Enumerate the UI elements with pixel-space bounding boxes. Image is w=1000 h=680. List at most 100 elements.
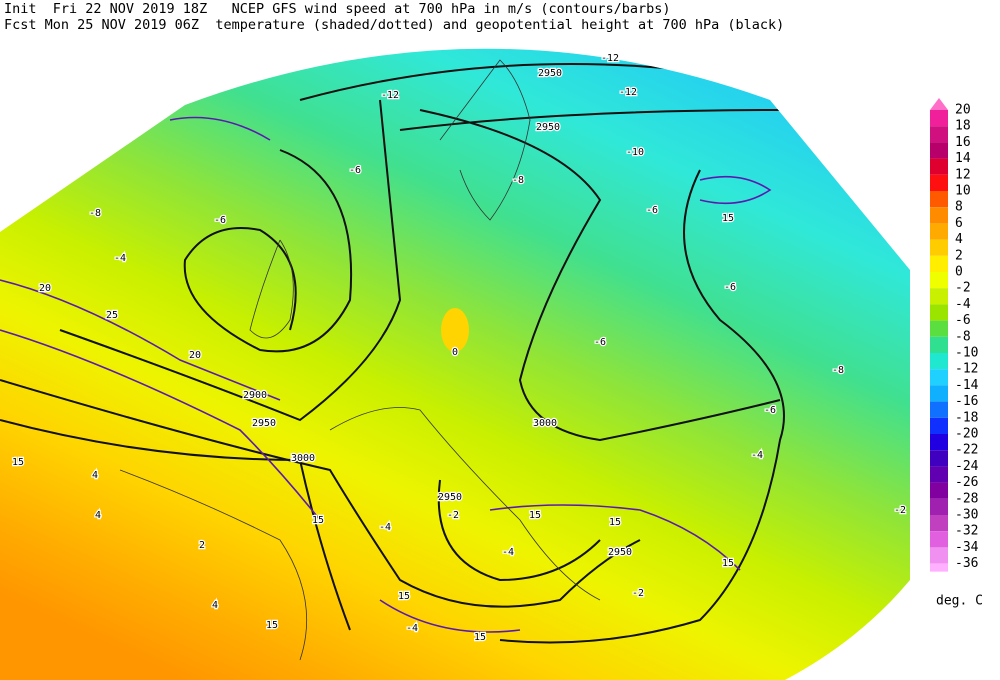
colorbar-box — [930, 434, 948, 451]
coastlines — [119, 59, 601, 661]
contour-label: 2950 — [438, 492, 462, 503]
colorbar-label: -8 — [955, 329, 971, 344]
contour-label: 0 — [452, 347, 458, 358]
colorbar-label: -6 — [955, 313, 971, 328]
contour-label: -2 — [447, 510, 459, 521]
colorbar-label: -24 — [955, 459, 979, 474]
contour-label: 20 — [189, 350, 201, 361]
contour-label: 15 — [722, 558, 734, 569]
contour-label: -4 — [502, 547, 514, 558]
colorbar-box — [930, 515, 948, 532]
colorbar-label: 4 — [955, 232, 963, 247]
colorbar-label: -4 — [955, 297, 971, 312]
map — [0, 48, 910, 680]
contour-label: -12 — [601, 53, 619, 64]
contour-label: 3000 — [533, 418, 557, 429]
contour-label: -8 — [512, 175, 524, 186]
contour-label: 15 — [266, 620, 278, 631]
map-labels: 2950 2950 -12 -12 -12 -10 -8 -6 -6 -8 -6 15 -6 -6 -8 -6… — [11, 52, 908, 645]
colorbar-box — [930, 498, 948, 515]
colorbar-label: 12 — [955, 167, 971, 182]
contour-label: -8 — [832, 365, 844, 376]
colorbar-box — [930, 401, 948, 418]
contour-label: 25 — [106, 310, 118, 321]
colorbar-box — [930, 191, 948, 208]
colorbar-label: -26 — [955, 475, 978, 490]
colorbar-label: -14 — [955, 378, 979, 393]
header-line: Fcst Mon 25 NOV 2019 06Z temperature (sh… — [4, 17, 784, 33]
wind-contours — [0, 116, 772, 633]
colorbar-label: -12 — [955, 362, 978, 377]
colorbar-label: -36 — [955, 556, 978, 571]
colorbar-box — [930, 417, 948, 434]
colorbar-box — [930, 126, 948, 143]
colorbar-label: 20 — [955, 103, 971, 118]
colorbar-unit: deg. C — [936, 594, 983, 609]
contour-label: 15 — [12, 457, 24, 468]
colorbar-label: -28 — [955, 491, 978, 506]
colorbar-arrow — [930, 98, 948, 110]
contour-label: -10 — [626, 147, 644, 158]
colorbar-box — [930, 304, 948, 321]
contour-label: -4 — [114, 253, 126, 264]
colorbar-box — [930, 369, 948, 386]
contour-label: 15 — [312, 515, 324, 526]
colorbar-box — [930, 207, 948, 224]
contour-label: 2950 — [608, 547, 632, 558]
colorbar-box — [930, 320, 948, 337]
contour-label: 2 — [199, 540, 205, 551]
colorbar-label: 8 — [955, 200, 963, 215]
colorbar-box — [930, 385, 948, 402]
contour-label: 2950 — [538, 68, 562, 79]
contour-label: 4 — [95, 510, 101, 521]
colorbar-label: -22 — [955, 443, 978, 458]
colorbar-label: -18 — [955, 410, 978, 425]
colorbar-box — [930, 158, 948, 175]
contour-label: 15 — [722, 213, 734, 224]
colorbar-box — [930, 272, 948, 289]
colorbar-label: -10 — [955, 346, 978, 361]
colorbar-label: 0 — [955, 265, 963, 280]
contour-label: 2900 — [243, 390, 267, 401]
colorbar-box — [930, 336, 948, 353]
colorbar-box — [930, 450, 948, 467]
colorbar-box — [930, 482, 948, 499]
contour-label: -6 — [214, 215, 226, 226]
contour-label: -12 — [619, 87, 637, 98]
contour-label: -2 — [632, 588, 644, 599]
colorbar-box — [930, 223, 948, 240]
temperature-field — [0, 48, 910, 680]
height-contours — [0, 63, 785, 644]
contour-label: -4 — [751, 450, 763, 461]
colorbar-label: 16 — [955, 135, 971, 150]
colorbar-box — [930, 466, 948, 483]
colorbar-label: 10 — [955, 184, 971, 199]
colorbar-label: -2 — [955, 281, 971, 296]
colorbar-label: 2 — [955, 248, 963, 263]
contour-label: -4 — [406, 623, 418, 634]
colorbar: 20181614121086420-2-4-6-8-10-12-14-16-18… — [930, 98, 983, 609]
contour-label: -12 — [381, 90, 399, 101]
contour-label: 15 — [609, 517, 621, 528]
colorbar-label: -34 — [955, 540, 979, 555]
colorbar-label: -32 — [955, 524, 978, 539]
colorbar-box — [930, 547, 948, 564]
colorbar-label: -20 — [955, 427, 978, 442]
contour-label: 15 — [474, 632, 486, 643]
colorbar-label: 18 — [955, 119, 971, 134]
colorbar-box — [930, 110, 948, 127]
contour-label: -2 — [894, 505, 906, 516]
colorbar-box — [930, 531, 948, 548]
contour-label: 15 — [529, 510, 541, 521]
warm-spot — [441, 308, 469, 352]
contour-label: -8 — [89, 208, 101, 219]
colorbar-box — [930, 239, 948, 256]
colorbar-box — [930, 353, 948, 370]
header-line: Init Fri 22 NOV 2019 18Z NCEP GFS wind s… — [4, 1, 670, 17]
contour-label: 3000 — [291, 453, 315, 464]
contour-label: -4 — [379, 522, 391, 533]
contour-label: 20 — [39, 283, 51, 294]
colorbar-label: -30 — [955, 508, 978, 523]
colorbar-label: 6 — [955, 216, 963, 231]
colorbar-label: -16 — [955, 394, 978, 409]
